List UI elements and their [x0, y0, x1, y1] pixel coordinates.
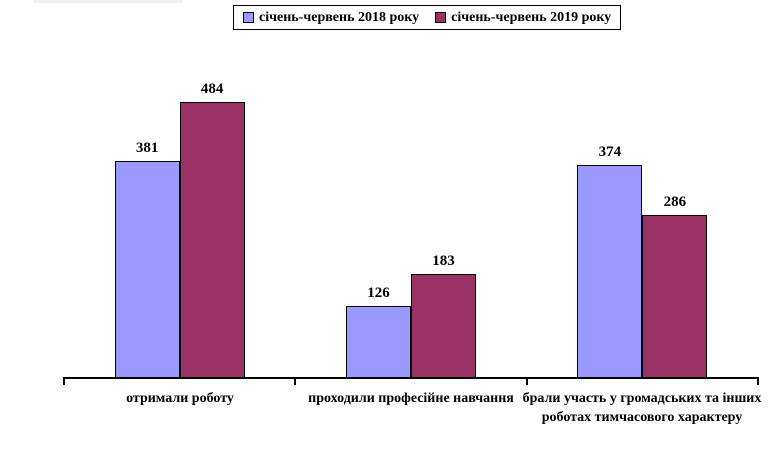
value-label-2019-category-0: 484	[200, 81, 224, 97]
legend-item-2019: січень-червень 2019 року	[435, 9, 612, 25]
bar-2018-category-2	[577, 165, 643, 378]
value-label-2018-category-0: 381	[135, 140, 159, 156]
value-label-2019-category-1: 183	[432, 253, 455, 269]
bar-2019-category-0	[179, 102, 245, 378]
value-label-2018-category-2: 374	[598, 144, 622, 160]
legend-item-2018: січень-червень 2018 року	[243, 9, 420, 25]
x-axis-tick	[63, 377, 65, 385]
legend-label: січень-червень 2019 року	[451, 9, 612, 25]
legend-label: січень-червень 2018 року	[259, 9, 420, 25]
x-axis-tick	[757, 377, 759, 385]
category-label-otrymaly-robotu: отримали роботу	[126, 391, 234, 406]
bar-2018-category-1	[346, 306, 411, 378]
legend-swatch-2019	[435, 12, 447, 23]
cropped-text-artifact	[33, 0, 183, 3]
category-label-hromadski-roboty: брали участь у громадських та інших робо…	[522, 391, 762, 425]
bar-2018-category-0	[114, 161, 180, 378]
value-label-2018-category-1: 126	[367, 285, 390, 301]
x-axis-line	[64, 377, 758, 379]
x-axis-tick	[525, 377, 528, 385]
x-axis-tick	[294, 377, 297, 385]
legend-swatch-2018	[243, 12, 254, 23]
bar-2019-category-2	[642, 215, 708, 378]
chart-legend: січень-червень 2018 року січень-червень 2…	[233, 5, 622, 30]
bar-2019-category-1	[411, 274, 476, 378]
value-label-2019-category-2: 286	[663, 194, 687, 210]
category-label-profesiine-navchannia: проходили професійне навчання	[308, 391, 514, 406]
